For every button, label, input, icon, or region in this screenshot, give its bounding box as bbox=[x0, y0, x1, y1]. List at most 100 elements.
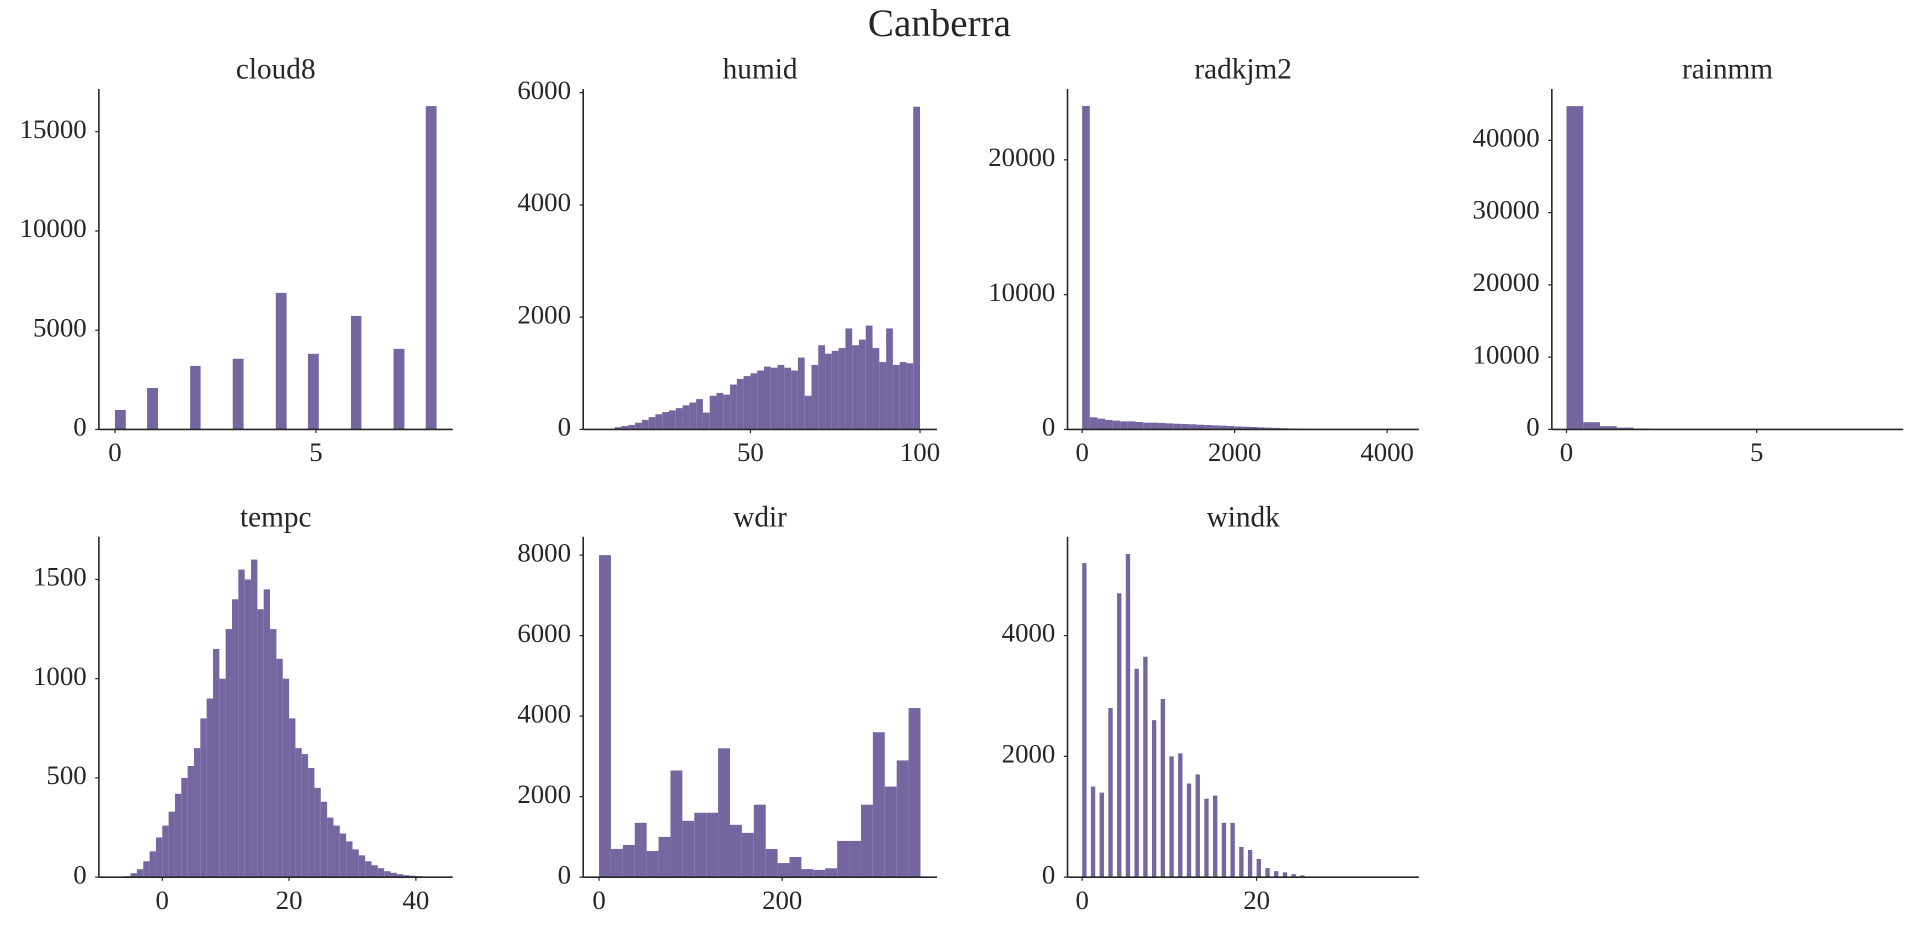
bar bbox=[886, 328, 893, 430]
y-tick-label: 40000 bbox=[1473, 122, 1540, 152]
subplot-title: rainmm bbox=[1682, 54, 1773, 86]
x-tick-label: 0 bbox=[1560, 437, 1573, 467]
bar bbox=[1247, 849, 1253, 878]
subplot: wdir 0 2000 4000 6000 8000 0 200 bbox=[517, 501, 937, 915]
bar bbox=[763, 366, 771, 430]
bar bbox=[149, 851, 156, 878]
bar bbox=[801, 869, 814, 878]
bar bbox=[694, 812, 707, 878]
bar bbox=[825, 868, 838, 878]
bar bbox=[1120, 421, 1128, 430]
bar bbox=[736, 378, 744, 430]
bar bbox=[358, 855, 366, 878]
subplot: windk 0 2000 4000 0 20 bbox=[1002, 501, 1419, 915]
x-tick-label: 50 bbox=[737, 437, 764, 467]
bar bbox=[1616, 427, 1634, 430]
bar bbox=[741, 832, 754, 878]
bar bbox=[1242, 426, 1250, 430]
bar bbox=[1178, 753, 1183, 878]
y-tick-label: 4000 bbox=[1002, 618, 1056, 648]
y-tick-label: 0 bbox=[73, 412, 86, 442]
subplot-title: wdir bbox=[733, 501, 787, 533]
bar bbox=[238, 569, 245, 878]
bar bbox=[791, 370, 798, 430]
x-tick-label: 0 bbox=[1075, 437, 1088, 467]
bar bbox=[852, 345, 859, 430]
bar bbox=[1158, 422, 1167, 430]
y-tick-label: 6000 bbox=[517, 75, 571, 105]
bar bbox=[892, 364, 900, 430]
bar bbox=[908, 708, 921, 878]
bar bbox=[845, 328, 853, 430]
bar bbox=[723, 394, 731, 430]
bar bbox=[333, 825, 340, 878]
subplot: tempc 0 500 1000 1500 0 20 40 bbox=[33, 501, 453, 915]
bar bbox=[275, 292, 287, 430]
bar bbox=[1166, 423, 1174, 430]
x-tick-label: 4000 bbox=[1360, 437, 1414, 467]
x-tick-label: 20 bbox=[1243, 885, 1270, 915]
bar bbox=[244, 579, 252, 878]
bar bbox=[212, 648, 220, 878]
bar bbox=[187, 766, 194, 878]
y-tick-label: 10000 bbox=[1473, 339, 1540, 369]
bar bbox=[1160, 698, 1166, 878]
bar bbox=[143, 861, 150, 878]
bar bbox=[1249, 426, 1258, 430]
bar bbox=[1274, 871, 1279, 878]
bar bbox=[276, 658, 283, 878]
bar bbox=[190, 365, 201, 430]
bar bbox=[718, 748, 731, 878]
bar bbox=[1196, 424, 1205, 430]
bar bbox=[770, 367, 778, 430]
bar bbox=[282, 678, 290, 878]
bar bbox=[251, 559, 258, 878]
bar bbox=[765, 848, 778, 878]
bar bbox=[1097, 418, 1106, 430]
bar bbox=[1134, 668, 1139, 878]
bar bbox=[646, 850, 659, 878]
bar bbox=[1211, 425, 1220, 430]
subplot-title: humid bbox=[723, 54, 798, 86]
bar bbox=[899, 362, 907, 430]
bar bbox=[181, 777, 188, 878]
subplot: rainmm 0 10000 20000 30000 40000 0 5 bbox=[1473, 54, 1904, 467]
bar bbox=[1181, 424, 1189, 430]
y-tick-label: 6000 bbox=[517, 618, 571, 648]
bar bbox=[813, 869, 826, 878]
bar bbox=[709, 395, 717, 430]
bar bbox=[634, 822, 647, 878]
bar bbox=[1257, 427, 1266, 430]
bar bbox=[1135, 422, 1144, 430]
bar bbox=[365, 861, 372, 878]
bar bbox=[270, 629, 277, 878]
y-tick-label: 1000 bbox=[33, 661, 87, 691]
bar bbox=[599, 555, 611, 878]
bar bbox=[155, 837, 163, 878]
bar bbox=[1265, 427, 1273, 430]
y-tick-label: 30000 bbox=[1473, 195, 1540, 225]
bar bbox=[200, 718, 207, 878]
bar bbox=[314, 787, 321, 878]
bar bbox=[1186, 783, 1192, 878]
bar bbox=[307, 353, 319, 430]
bar bbox=[635, 422, 642, 430]
bar bbox=[696, 399, 703, 430]
bar bbox=[879, 362, 887, 430]
bar bbox=[1204, 798, 1209, 878]
bar bbox=[1150, 422, 1159, 430]
bar bbox=[1227, 426, 1235, 430]
bar bbox=[206, 698, 213, 878]
subplot: cloud8 0 5000 10000 15000 0 5 bbox=[20, 54, 453, 467]
bar bbox=[784, 367, 792, 430]
bar bbox=[1265, 868, 1270, 878]
bar bbox=[1234, 426, 1243, 430]
bar bbox=[622, 844, 635, 878]
bar bbox=[263, 589, 271, 878]
bar bbox=[860, 804, 873, 878]
bar bbox=[702, 412, 710, 430]
bar bbox=[1151, 720, 1157, 878]
bar bbox=[1188, 424, 1197, 430]
bar bbox=[1082, 563, 1087, 878]
bar bbox=[1230, 822, 1235, 878]
